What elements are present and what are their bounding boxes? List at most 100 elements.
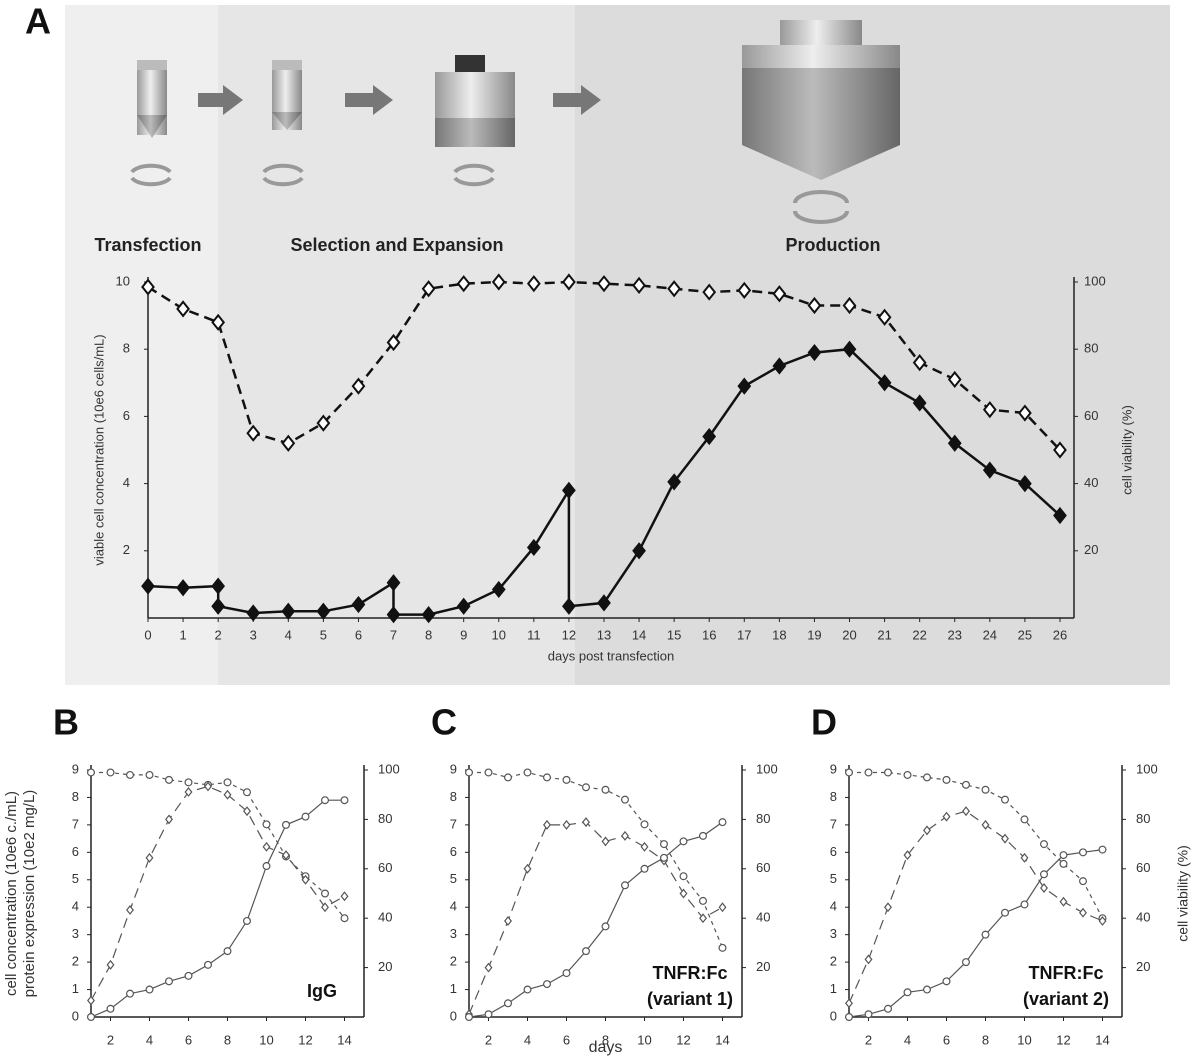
data-point [1039,840,1048,849]
data-point [456,597,471,615]
data-point [243,916,252,925]
annotation: (variant 2) [1023,989,1109,1009]
y2-tick-label: 60 [756,860,770,875]
y2-tick-label: 80 [1084,341,1098,356]
x-tick-label: 14 [632,627,646,642]
y2-tick-label: 60 [1084,408,1098,423]
data-point [523,985,532,994]
x-tick-label: 22 [912,627,926,642]
data-point [562,273,576,291]
x-tick-label: 6 [563,1032,570,1047]
data-point [640,864,649,873]
data-point [1098,845,1107,854]
data-point [1059,851,1068,860]
y-tick-label: 7 [450,816,457,831]
data-point [679,837,688,846]
data-point [262,841,271,852]
y2-tick-label: 40 [378,910,392,925]
data-point [903,770,912,779]
y-tick-label: 4 [72,899,79,914]
stage-label: Transfection [94,235,201,255]
data-point [877,374,892,392]
data-point [883,768,892,777]
y2-tick-label: 100 [756,761,778,776]
data-point [223,778,232,787]
data-point [942,811,951,822]
data-point [484,1010,493,1019]
data-point [316,414,331,432]
data-point [912,354,927,372]
x-tick-label: 12 [676,1032,690,1047]
data-point [718,943,727,952]
x-tick-label: 2 [215,627,222,642]
data-point [772,357,787,375]
data-point [581,783,590,792]
data-point [659,853,668,862]
y-tick-label: 6 [72,844,79,859]
series-line [848,849,1103,1018]
y-tick-label: 7 [72,816,79,831]
data-point [1059,896,1068,907]
y-axis-label: cell concentration (10e6 c./mL) [3,791,20,996]
data-point [526,275,541,293]
data-point [126,905,134,915]
x-tick-label: 4 [285,627,292,642]
annotation: IgG [307,981,337,1001]
data-point [386,333,401,352]
data-point [211,577,226,595]
data-point [884,902,892,913]
data-point [718,902,727,913]
data-point [321,902,329,913]
data-point [421,280,436,298]
data-point [491,580,506,599]
data-point [667,280,682,298]
panel-label: B [53,702,79,743]
data-point [903,850,912,861]
data-point [698,896,707,905]
data-point [87,995,95,1006]
y-tick-label: 6 [830,844,837,859]
data-point [321,889,330,898]
data-point [844,1012,853,1021]
data-point [1098,915,1107,926]
data-point [281,434,296,452]
data-point [223,789,232,800]
data-point [659,840,668,849]
y-tick-label: 4 [123,475,130,490]
data-point [86,768,95,777]
data-point [1020,900,1029,909]
y2-tick-label: 40 [1136,910,1150,925]
y-tick-label: 7 [830,816,837,831]
data-point [1053,441,1067,459]
data-point [597,275,611,293]
y-tick-label: 9 [72,761,79,776]
data-point [1059,859,1068,868]
data-point [1020,852,1029,863]
y-tick-label: 8 [123,341,130,356]
data-point [340,914,349,923]
data-point [523,768,532,777]
data-point [582,817,590,828]
data-point [465,768,474,777]
data-point [223,947,232,956]
data-point [562,969,571,978]
data-point [702,427,717,446]
data-point [125,989,134,998]
data-point [125,770,134,779]
data-point [981,930,990,939]
data-point [1040,883,1048,893]
x-tick-label: 4 [146,1032,153,1047]
data-point [184,786,193,797]
x-tick-label: 14 [337,1032,351,1047]
y-tick-label: 2 [72,954,79,969]
x-tick-label: 8 [602,1032,609,1047]
x-tick-label: 8 [982,1032,989,1047]
x-tick-label: 14 [715,1032,729,1047]
y-tick-label: 3 [72,926,79,941]
y2-tick-label: 80 [756,811,770,826]
x-tick-label: 11 [527,627,541,642]
y-tick-label: 10 [116,273,130,288]
data-point [204,781,212,792]
data-point [679,872,688,881]
